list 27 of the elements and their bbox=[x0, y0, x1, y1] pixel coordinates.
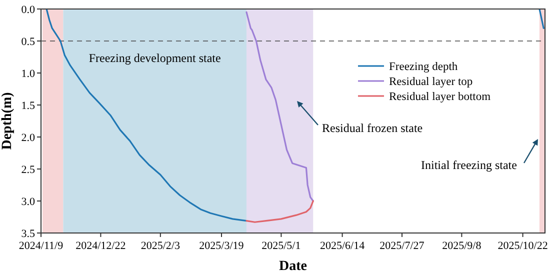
x-tick-label: 2025/3/19 bbox=[199, 240, 244, 252]
line-series bbox=[246, 11, 314, 202]
y-tick-label: 0.5 bbox=[21, 36, 36, 48]
x-axis-title: Date bbox=[279, 259, 307, 274]
legend-label: Residual layer top bbox=[389, 76, 473, 88]
y-axis-title: Depth(m) bbox=[0, 92, 15, 150]
x-tick-label: 2025/9/8 bbox=[442, 240, 482, 252]
line-series bbox=[246, 200, 314, 223]
legend-label: Freezing depth bbox=[389, 61, 458, 73]
y-tick-label: 2.5 bbox=[21, 164, 36, 176]
x-tick-label: 2024/12/22 bbox=[76, 240, 126, 252]
x-tick-label: 2025/2/3 bbox=[140, 240, 180, 252]
band-label: Residual frozen state bbox=[322, 121, 423, 135]
y-tick-label: 3.5 bbox=[21, 228, 36, 240]
x-tick-label: 2025/5/1 bbox=[262, 240, 301, 252]
legend-label: Residual layer bottom bbox=[389, 91, 491, 103]
y-tick-label: 1.0 bbox=[21, 68, 36, 80]
band-label: Freezing development state bbox=[88, 51, 221, 65]
y-tick-label: 2.0 bbox=[21, 132, 36, 144]
x-tick-label: 2025/6/14 bbox=[320, 240, 366, 252]
y-tick-label: 0.0 bbox=[21, 4, 36, 16]
y-tick-label: 1.5 bbox=[21, 100, 36, 112]
band-label: Initial freezing state bbox=[421, 158, 517, 172]
x-tick-label: 2024/11/9 bbox=[18, 240, 64, 252]
x-tick-label: 2025/10/22 bbox=[498, 240, 548, 252]
y-tick-label: 3.0 bbox=[21, 196, 36, 208]
x-tick-label: 2025/7/27 bbox=[380, 240, 425, 252]
